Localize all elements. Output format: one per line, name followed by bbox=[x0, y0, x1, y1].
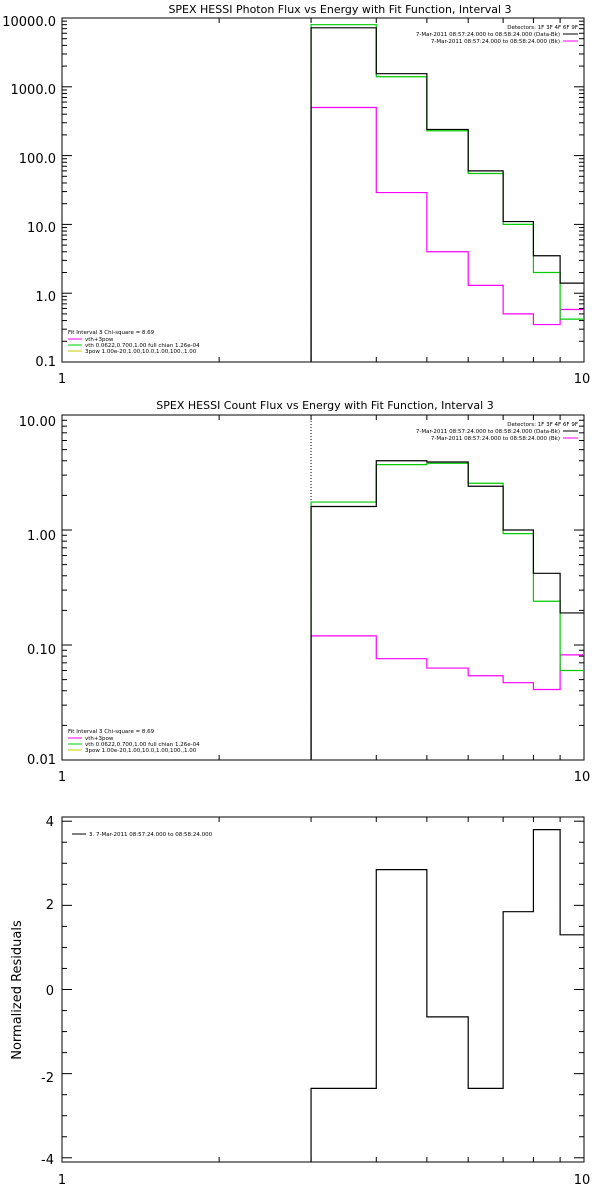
photon-y-axis: 10000.0 1000.0 100.0 10.0 1.0 0.1 bbox=[2, 15, 56, 370]
residuals-series-residuals bbox=[310, 829, 584, 1162]
photon-ytick-label: 100.0 bbox=[19, 152, 56, 167]
count-series-data-bk bbox=[310, 460, 584, 760]
count-x-axis: 1 10 bbox=[58, 770, 590, 785]
photon-ytick-label: 10.0 bbox=[27, 221, 56, 236]
photon-x-axis: 1 10 bbox=[58, 372, 590, 387]
photon-series-bk bbox=[310, 106, 584, 362]
count-legend-bpow: 3pow 1.00e-20,1.00,10.0,1.00,100.,1.00 bbox=[85, 748, 197, 754]
count-detectors-label: Detectors: 1F 3F 4F 6F 9F bbox=[507, 422, 578, 428]
residuals-ytick-label: 4 bbox=[46, 815, 54, 830]
photon-plot-frame bbox=[61, 17, 585, 363]
count-series bbox=[310, 415, 584, 760]
residuals-ylabel: Normalized Residuals bbox=[10, 920, 25, 1060]
photon-detectors-label: Detectors: 1F 3F 4F 6F 9F bbox=[507, 25, 578, 31]
count-flux-title: SPEX HESSI Count Flux vs Energy with Fit… bbox=[156, 399, 493, 412]
count-ytick-label: 10.00 bbox=[19, 415, 56, 430]
count-series-vth bbox=[310, 462, 584, 760]
count-series-bk bbox=[310, 635, 584, 760]
residuals-ytick-label: 2 bbox=[46, 898, 54, 913]
count-legend-data: 7-Mar-2011 08:57:24.000 to 08:58:24.000 … bbox=[416, 429, 560, 435]
residuals-plot-frame bbox=[61, 816, 585, 1163]
count-legend-vth: vth 0.0622,0.700,1.00 full chian 1.26e-0… bbox=[85, 742, 200, 748]
count-ytick-label: 1.00 bbox=[27, 529, 56, 544]
photon-ytick-label: 10000.0 bbox=[2, 15, 56, 30]
photon-legend-right: Detectors: 1F 3F 4F 6F 9F 7-Mar-2011 08:… bbox=[416, 25, 578, 45]
residuals-tick-marks bbox=[62, 817, 584, 1162]
residuals-y-axis: 4 2 0 -2 -4 bbox=[41, 815, 54, 1168]
residuals-legend: 3. 7-Mar-2011 08:57:24.000 to 08:58:24.0… bbox=[72, 832, 213, 838]
photon-ytick-label: 1000.0 bbox=[11, 83, 57, 98]
photon-xtick-label: 1 bbox=[58, 372, 66, 387]
photon-fit-label: Fit Interval 3 Chi-square = 8.69 bbox=[68, 330, 155, 336]
count-xtick-label: 10 bbox=[574, 770, 591, 785]
photon-ytick-label: 1.0 bbox=[35, 290, 56, 305]
photon-legend-data: 7-Mar-2011 08:57:24.000 to 08:58:24.000 … bbox=[416, 32, 560, 38]
photon-xtick-label: 10 bbox=[574, 372, 591, 387]
photon-legend-bk: 7-Mar-2011 08:57:24.000 to 08:58:24.000 … bbox=[431, 39, 560, 45]
residuals-legend-label: 3. 7-Mar-2011 08:57:24.000 to 08:58:24.0… bbox=[89, 832, 213, 838]
count-ytick-label: 0.10 bbox=[27, 643, 56, 658]
photon-ytick-label: 0.1 bbox=[35, 355, 56, 370]
photon-series-vth bbox=[310, 24, 584, 362]
count-plot-frame bbox=[61, 414, 585, 761]
residuals-ytick-label: -4 bbox=[41, 1153, 54, 1168]
count-y-axis: 10.00 1.00 0.10 0.01 bbox=[19, 415, 56, 768]
count-fit-label: Fit Interval 3 Chi-square = 8.69 bbox=[68, 729, 155, 735]
photon-flux-title: SPEX HESSI Photon Flux vs Energy with Fi… bbox=[168, 3, 511, 16]
photon-legend-left: Fit Interval 3 Chi-square = 8.69 vth+3po… bbox=[68, 330, 200, 355]
count-legend-total: vth+3pow bbox=[85, 736, 114, 742]
residuals-series bbox=[310, 829, 584, 1162]
count-tick-marks bbox=[62, 414, 584, 761]
photon-legend-bpow: 3pow 1.00e-20,1.00,10.0,1.00,100.,1.00 bbox=[85, 349, 197, 355]
residuals-ytick-label: -2 bbox=[41, 1071, 54, 1086]
photon-flux-panel: SPEX HESSI Photon Flux vs Energy with Fi… bbox=[2, 3, 590, 387]
residuals-x-axis: 1 10 bbox=[58, 1173, 590, 1188]
count-flux-panel: SPEX HESSI Count Flux vs Energy with Fit… bbox=[19, 399, 590, 785]
count-ytick-label: 0.01 bbox=[27, 753, 56, 768]
count-legend-left: Fit Interval 3 Chi-square = 8.69 vth+3po… bbox=[68, 729, 200, 754]
photon-tick-marks bbox=[62, 17, 584, 363]
residuals-xtick-label: 10 bbox=[574, 1173, 591, 1188]
photon-series bbox=[310, 18, 584, 362]
photon-legend-total: vth+3pow bbox=[85, 337, 114, 343]
count-xtick-label: 1 bbox=[58, 770, 66, 785]
photon-legend-vth: vth 0.0622,0.700,1.00 full chian 1.26e-0… bbox=[85, 343, 200, 349]
residuals-panel: 4 2 0 -2 -4 Normalized Residuals 1 10 3.… bbox=[10, 815, 590, 1188]
residuals-xtick-label: 1 bbox=[58, 1173, 66, 1188]
residuals-ytick-label: 0 bbox=[46, 984, 54, 999]
photon-series-data-bk bbox=[310, 27, 584, 362]
count-legend-bk: 7-Mar-2011 08:57:24.000 to 08:58:24.000 … bbox=[431, 436, 560, 442]
count-legend-right: Detectors: 1F 3F 4F 6F 9F 7-Mar-2011 08:… bbox=[416, 422, 578, 442]
